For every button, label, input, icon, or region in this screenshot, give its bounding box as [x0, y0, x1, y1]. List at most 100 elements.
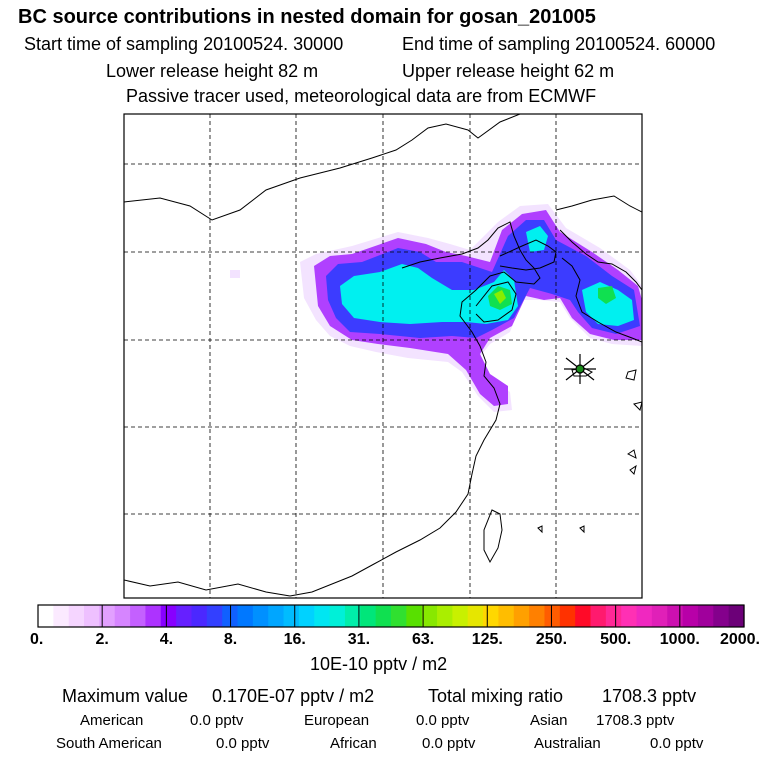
colorbar-label: 1000. [660, 631, 700, 648]
colorbar-swatch [559, 605, 576, 627]
colorbar-swatch [191, 605, 208, 627]
plume-lime-core [494, 290, 506, 304]
colorbar: 0. 2. 4. 8. 16. 31. 63. 125. 250. 500. 1000. 2000. [30, 604, 760, 648]
colorbar-swatch [483, 605, 500, 627]
colorbar-swatch [360, 605, 377, 627]
colorbar-swatch [467, 605, 484, 627]
colorbar-swatch [206, 605, 223, 627]
colorbar-label: 63. [412, 631, 434, 648]
source-contribution-map [123, 113, 643, 599]
total-mixing-value: 1708.3 pptv [602, 686, 697, 706]
colorbar-label: 2000. [720, 631, 760, 648]
colorbar-swatch [375, 605, 392, 627]
border-inland [124, 579, 291, 597]
coast-korea-south [561, 257, 642, 343]
plume-cyan-north [526, 226, 548, 252]
colorbar-label: 4. [160, 631, 173, 648]
colorbar-swatch [252, 605, 269, 627]
colorbar-swatch [314, 605, 331, 627]
coast-yalu [555, 195, 642, 213]
colorbar-label: 31. [348, 631, 370, 648]
figure-title: BC source contributions in nested domain… [18, 6, 596, 28]
upper-release-height: Upper release height 62 m [402, 61, 615, 81]
colorbar-swatch [713, 605, 730, 627]
colorbar-swatch [99, 605, 116, 627]
colorbar-swatch [391, 605, 407, 627]
colorbar-swatch [176, 605, 193, 627]
colorbar-swatch [651, 605, 668, 627]
south-american-value: 0.0 pptv [216, 735, 270, 752]
colorbar-swatch [667, 605, 684, 627]
max-value-label: Maximum value [62, 686, 189, 706]
colorbar-swatch [38, 605, 54, 627]
colorbar-swatch [421, 605, 438, 627]
colorbar-swatch [437, 605, 453, 627]
colorbar-label: 16. [284, 631, 306, 648]
plume-speck [230, 270, 240, 278]
colorbar-unit: 10E-10 pptv / m2 [310, 654, 448, 674]
colorbar-swatch [237, 605, 254, 627]
colorbar-swatch [329, 605, 346, 627]
european-value: 0.0 pptv [416, 712, 470, 729]
colorbar-swatch [605, 605, 622, 627]
colorbar-label: 125. [472, 631, 503, 648]
coast-korea [559, 229, 642, 291]
asian-label: Asian [530, 712, 568, 729]
colorbar-swatch [636, 605, 653, 627]
colorbar-swatch [114, 605, 131, 627]
colorbar-swatch [498, 605, 515, 627]
plume-cyan [340, 264, 518, 324]
coast-bohai [499, 239, 557, 271]
colorbar-ticks [101, 605, 681, 627]
colorbar-swatch [145, 605, 162, 627]
sampling-start: Start time of sampling 20100524. 30000 [24, 34, 344, 54]
receptor-star-icon [564, 354, 596, 384]
american-label: American [80, 712, 144, 729]
colorbar-frame [37, 604, 745, 628]
colorbar-swatch [452, 605, 469, 627]
colorbar-swatch [590, 605, 607, 627]
colorbar-label: 0. [30, 631, 43, 648]
coast-mainland [289, 221, 541, 597]
colorbar-swatch [697, 605, 714, 627]
european-label: European [304, 712, 370, 729]
colorbar-swatch [406, 605, 423, 627]
taiwan [483, 509, 503, 564]
colorbar-label: 250. [536, 631, 567, 648]
sampling-end: End time of sampling 20100524. 60000 [402, 34, 716, 54]
australian-label: Australian [534, 735, 601, 752]
colorbar-swatch [53, 605, 70, 627]
colorbar-swatch [544, 605, 561, 627]
african-label: African [330, 735, 377, 752]
colorbar-swatch [160, 605, 177, 627]
colorbar-swatch [298, 605, 315, 627]
total-mixing-label: Total mixing ratio [428, 686, 564, 706]
colorbar-swatch [575, 605, 592, 627]
max-value: 0.170E-07 pptv / m2 [212, 686, 375, 706]
colorbar-swatches [38, 605, 745, 627]
japan-islands [537, 369, 642, 534]
colorbar-swatch [682, 605, 699, 627]
australian-value: 0.0 pptv [650, 735, 704, 752]
plume-cyan-east [582, 282, 634, 326]
colorbar-swatch [621, 605, 638, 627]
american-value: 0.0 pptv [190, 712, 244, 729]
colorbar-labels: 0. 2. 4. 8. 16. 31. 63. 125. 250. 500. 1000. 2000. [30, 631, 760, 648]
colorbar-swatch [130, 605, 147, 627]
colorbar-label: 500. [600, 631, 631, 648]
colorbar-label: 2. [96, 631, 109, 648]
colorbar-swatch [283, 605, 300, 627]
lat-lon-grid [124, 114, 642, 598]
colorbar-swatch [68, 605, 85, 627]
colorbar-swatch [513, 605, 530, 627]
south-american-label: South American [56, 735, 162, 752]
colorbar-swatch [529, 605, 546, 627]
colorbar-swatch [268, 605, 285, 627]
map-frame [123, 113, 643, 599]
model-note: Passive tracer used, meteorological data… [126, 86, 597, 106]
coastlines [124, 114, 642, 597]
border-north [124, 114, 521, 221]
colorbar-label: 8. [224, 631, 237, 648]
colorbar-swatch [344, 605, 361, 627]
african-value: 0.0 pptv [422, 735, 476, 752]
